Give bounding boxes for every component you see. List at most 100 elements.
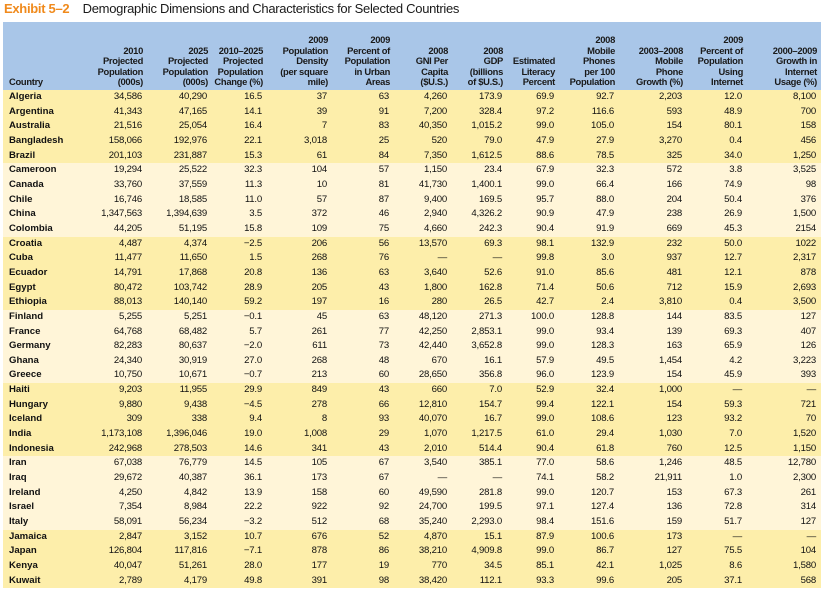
cell-gni-per-capita: 3,540 (394, 456, 452, 472)
cell-gdp: 154.7 (452, 397, 507, 413)
cell-population-density: 341 (267, 441, 332, 457)
cell-internet-percent: 26.9 (687, 207, 747, 222)
cell-population-2025: 9,438 (147, 397, 212, 413)
cell-mobile-growth: 154 (619, 397, 687, 413)
cell-population-2010: 2,789 (95, 573, 147, 589)
cell-population-2010: 29,672 (95, 471, 147, 486)
cell-gdp: 2,853.1 (452, 324, 507, 340)
header-line: Change (%) (214, 76, 263, 88)
cell-population-density: 158 (267, 485, 332, 501)
table-row: Greece 10,750 10,671 −0.7 213 60 28,650 356.8 96… (3, 368, 821, 384)
header-line: Growth in (775, 55, 817, 67)
table-row: Iceland 309 338 9.4 8 93 40,070 16.7 99.0 108.6 12… (3, 412, 821, 428)
cell-mobile-phones: 128.3 (559, 339, 619, 354)
cell-gdp: 4,909.8 (452, 544, 507, 559)
cell-literacy: 90.4 (507, 221, 559, 237)
cell-internet-growth: 2154 (747, 221, 821, 237)
cell-internet-growth: 314 (747, 500, 821, 516)
cell-gni-per-capita: 4,260 (394, 90, 452, 105)
column-header-gni-per-capita: 2008 GNI Per Capita ($U.S.) (394, 22, 452, 90)
cell-mobile-growth: 204 (619, 192, 687, 208)
cell-mobile-growth: 760 (619, 441, 687, 457)
cell-gdp: 4,326.2 (452, 207, 507, 222)
cell-urban-percent: 83 (332, 119, 394, 134)
cell-population-density: 205 (267, 280, 332, 296)
table-row: Kuwait 2,789 4,179 49.8 391 98 38,420 112.1 93.3… (3, 573, 821, 589)
country-name: Iran (3, 456, 95, 472)
cell-population-2010: 88,013 (95, 295, 147, 310)
column-header-internet-percent: 2009 Percent of Population Using Internet (687, 22, 747, 90)
cell-population-change: 19.0 (212, 427, 267, 442)
cell-internet-percent: — (687, 529, 747, 545)
country-name: Argentina (3, 104, 95, 120)
country-name: India (3, 427, 95, 442)
cell-gni-per-capita: 1,070 (394, 427, 452, 442)
cell-gni-per-capita: 2,010 (394, 441, 452, 457)
cell-population-2025: 51,261 (147, 559, 212, 574)
country-name: Egypt (3, 280, 95, 296)
header-line: 2009 (723, 34, 743, 46)
cell-internet-percent: 83.5 (687, 309, 747, 325)
cell-internet-percent: 34.0 (687, 148, 747, 164)
cell-mobile-growth: 154 (619, 368, 687, 384)
cell-mobile-growth: 669 (619, 221, 687, 237)
cell-gdp: 2,293.0 (452, 515, 507, 530)
cell-population-change: 1.5 (212, 251, 267, 266)
cell-population-density: 391 (267, 573, 332, 589)
country-name: France (3, 324, 95, 340)
cell-population-change: 27.0 (212, 353, 267, 369)
cell-mobile-phones: 49.5 (559, 353, 619, 369)
header-line: Density (296, 55, 328, 67)
cell-gdp: 281.8 (452, 485, 507, 501)
table-row: Iran 67,038 76,779 14.5 105 67 3,540 385.1 77.0 5… (3, 456, 821, 472)
cell-gdp: 16.1 (452, 353, 507, 369)
cell-internet-percent: 4.2 (687, 353, 747, 369)
cell-gni-per-capita: 38,210 (394, 544, 452, 559)
header-line: Population (344, 55, 391, 67)
cell-internet-growth: 3,223 (747, 353, 821, 369)
cell-population-2025: 1,394,639 (147, 207, 212, 222)
cell-population-2010: 7,354 (95, 500, 147, 516)
cell-population-change: −3.2 (212, 515, 267, 530)
cell-internet-growth: 2,693 (747, 280, 821, 296)
cell-population-density: 10 (267, 177, 332, 193)
cell-urban-percent: 56 (332, 236, 394, 252)
cell-population-2010: 21,516 (95, 119, 147, 134)
header-line: 2010 (123, 44, 143, 56)
cell-gdp: 16.7 (452, 412, 507, 428)
cell-population-density: 104 (267, 163, 332, 178)
country-name: Kenya (3, 559, 95, 574)
table-row: Hungary 9,880 9,438 −4.5 278 66 12,810 154.7 99.… (3, 397, 821, 413)
cell-mobile-phones: 128.8 (559, 309, 619, 325)
cell-gdp: 69.3 (452, 236, 507, 252)
cell-internet-growth: 12,780 (747, 456, 821, 472)
header-line: Projected (222, 55, 263, 67)
cell-gni-per-capita: — (394, 471, 452, 486)
cell-urban-percent: 29 (332, 427, 394, 442)
cell-population-2025: 30,919 (147, 353, 212, 369)
header-line: Projected (167, 55, 208, 67)
cell-population-2010: 242,968 (95, 441, 147, 457)
cell-population-density: 109 (267, 221, 332, 237)
cell-internet-percent: 69.3 (687, 324, 747, 340)
cell-population-2010: 4,250 (95, 485, 147, 501)
header-line: 2008 (595, 34, 615, 46)
country-name: Italy (3, 515, 95, 530)
cell-urban-percent: 67 (332, 471, 394, 486)
header-line: Population (697, 55, 744, 67)
cell-population-density: 512 (267, 515, 332, 530)
cell-urban-percent: 87 (332, 192, 394, 208)
cell-population-change: 29.9 (212, 383, 267, 398)
cell-population-density: 268 (267, 251, 332, 266)
cell-gdp: 199.5 (452, 500, 507, 516)
cell-internet-growth: 127 (747, 309, 821, 325)
cell-internet-percent: 0.4 (687, 133, 747, 149)
country-name: Australia (3, 119, 95, 134)
cell-population-change: 11.3 (212, 177, 267, 193)
table-row: Australia 21,516 25,054 16.4 7 83 40,350 1,015.… (3, 119, 821, 134)
cell-internet-percent: 12.0 (687, 90, 747, 105)
cell-gni-per-capita: 12,810 (394, 397, 452, 413)
cell-gni-per-capita: 41,730 (394, 177, 452, 193)
header-line: Literacy (521, 65, 555, 77)
cell-internet-percent: 3.8 (687, 163, 747, 178)
